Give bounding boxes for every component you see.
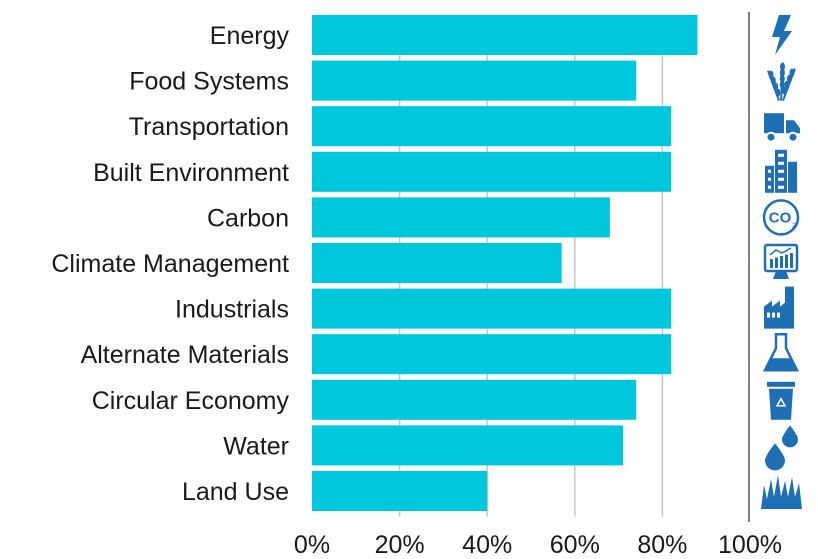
bar-industrials <box>312 288 672 329</box>
factory-icon <box>764 286 794 329</box>
co2-icon: CO 2 <box>762 199 800 236</box>
buildings-icon <box>765 149 797 193</box>
bar-energy <box>312 15 698 55</box>
bar-food-systems <box>312 60 637 101</box>
x-tick-80: 80% <box>637 531 687 559</box>
bar-climate-management <box>312 243 562 283</box>
bar-water <box>312 425 623 466</box>
x-tick-100: 100% <box>718 531 782 559</box>
category-icons: CO 2 <box>761 15 802 509</box>
category-label-food-systems: Food Systems <box>129 68 289 96</box>
bars <box>312 15 698 511</box>
category-label-transportation: Transportation <box>129 113 289 141</box>
grass-icon <box>761 475 802 509</box>
category-label-alternate-materials: Alternate Materials <box>81 341 289 369</box>
x-tick-labels: 0% 20% 40% 60% 80% 100% <box>294 531 782 559</box>
wheat-icon <box>767 62 796 101</box>
category-label-circular-economy: Circular Economy <box>92 387 290 415</box>
water-drops-icon <box>765 425 798 471</box>
bar-transportation <box>312 106 672 147</box>
truck-icon <box>764 113 800 143</box>
monitor-chart-icon <box>763 243 799 279</box>
category-label-land-use: Land Use <box>182 478 289 506</box>
category-label-built-environment: Built Environment <box>93 159 289 187</box>
svg-text:CO: CO <box>769 209 792 226</box>
x-tick-60: 60% <box>550 531 600 559</box>
bar-circular-economy <box>312 379 637 420</box>
x-tick-40: 40% <box>462 531 512 559</box>
bar-carbon <box>312 197 610 238</box>
x-tick-20: 20% <box>375 531 425 559</box>
lightning-icon <box>772 15 792 55</box>
bar-alternate-materials <box>312 334 672 375</box>
svg-text:2: 2 <box>792 222 796 229</box>
category-label-industrials: Industrials <box>175 296 289 324</box>
category-label-climate-management: Climate Management <box>51 250 289 278</box>
bar-land-use <box>312 471 488 511</box>
category-label-energy: Energy <box>210 22 290 50</box>
bar-built-environment <box>312 151 672 192</box>
flask-icon <box>762 332 800 372</box>
category-label-water: Water <box>223 432 289 460</box>
x-tick-0: 0% <box>294 531 330 559</box>
category-labels: Energy Food Systems Transportation Built En… <box>51 22 289 506</box>
recycle-bin-icon <box>767 381 795 420</box>
category-label-carbon: Carbon <box>207 204 289 232</box>
